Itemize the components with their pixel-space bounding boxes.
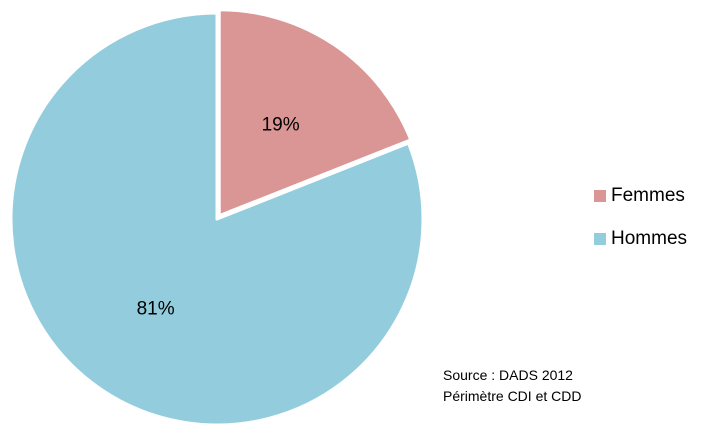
legend: Femmes Hommes — [594, 185, 687, 271]
legend-label-hommes: Hommes — [611, 228, 688, 249]
source-line-1: Source : DADS 2012 — [443, 367, 573, 383]
slice-labels: 19% 81% — [137, 114, 300, 319]
slice-label-hommes: 81% — [137, 298, 175, 319]
legend-item-hommes: Hommes — [594, 228, 687, 250]
source-line-2: Périmètre CDI et CDD — [443, 388, 582, 404]
source-note: Source : DADS 2012 Périmètre CDI et CDD — [443, 365, 581, 407]
legend-label-femmes: Femmes — [611, 185, 685, 206]
pie-slice-hommes — [9, 11, 425, 427]
pie-slice-femmes — [217, 8, 413, 218]
legend-swatch-hommes — [594, 233, 606, 245]
pie-slices — [9, 8, 425, 427]
legend-swatch-femmes — [594, 190, 606, 202]
slice-label-femmes: 19% — [262, 114, 300, 135]
legend-item-femmes: Femmes — [594, 185, 687, 207]
